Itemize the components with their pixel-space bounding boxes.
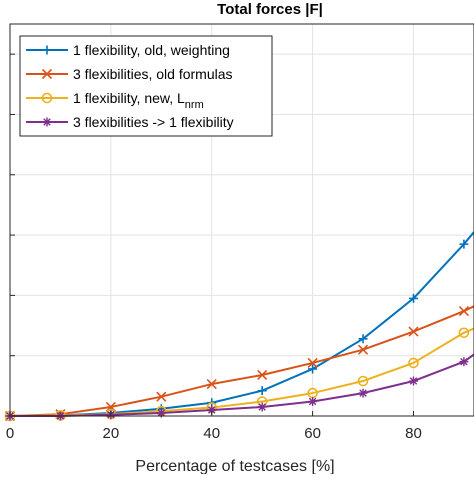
chart-title: Total forces |F| [217, 1, 323, 18]
data-point-marker [359, 389, 368, 398]
legend-label: 3 flexibilities, old formulas [73, 66, 233, 82]
x-tick-label: 80 [405, 425, 422, 442]
x-tick-label: 40 [203, 425, 220, 442]
data-point-marker [43, 118, 52, 127]
legend-label: 3 flexibilities -> 1 flexibility [73, 114, 234, 130]
data-point-marker [308, 397, 317, 406]
legend: 1 flexibility, old, weighting 3 flexibili… [20, 36, 272, 136]
x-axis-label: Percentage of testcases [%] [135, 458, 334, 474]
legend-label-subscript: nrm [185, 99, 204, 111]
legend-label: 1 flexibility, old, weighting [73, 42, 230, 58]
x-tick-label: 0 [6, 425, 14, 442]
data-point-marker [459, 357, 468, 366]
data-point-marker [258, 402, 267, 411]
data-point-marker [409, 377, 418, 386]
x-tick-label: 20 [103, 425, 120, 442]
x-tick-label: 60 [304, 425, 321, 442]
